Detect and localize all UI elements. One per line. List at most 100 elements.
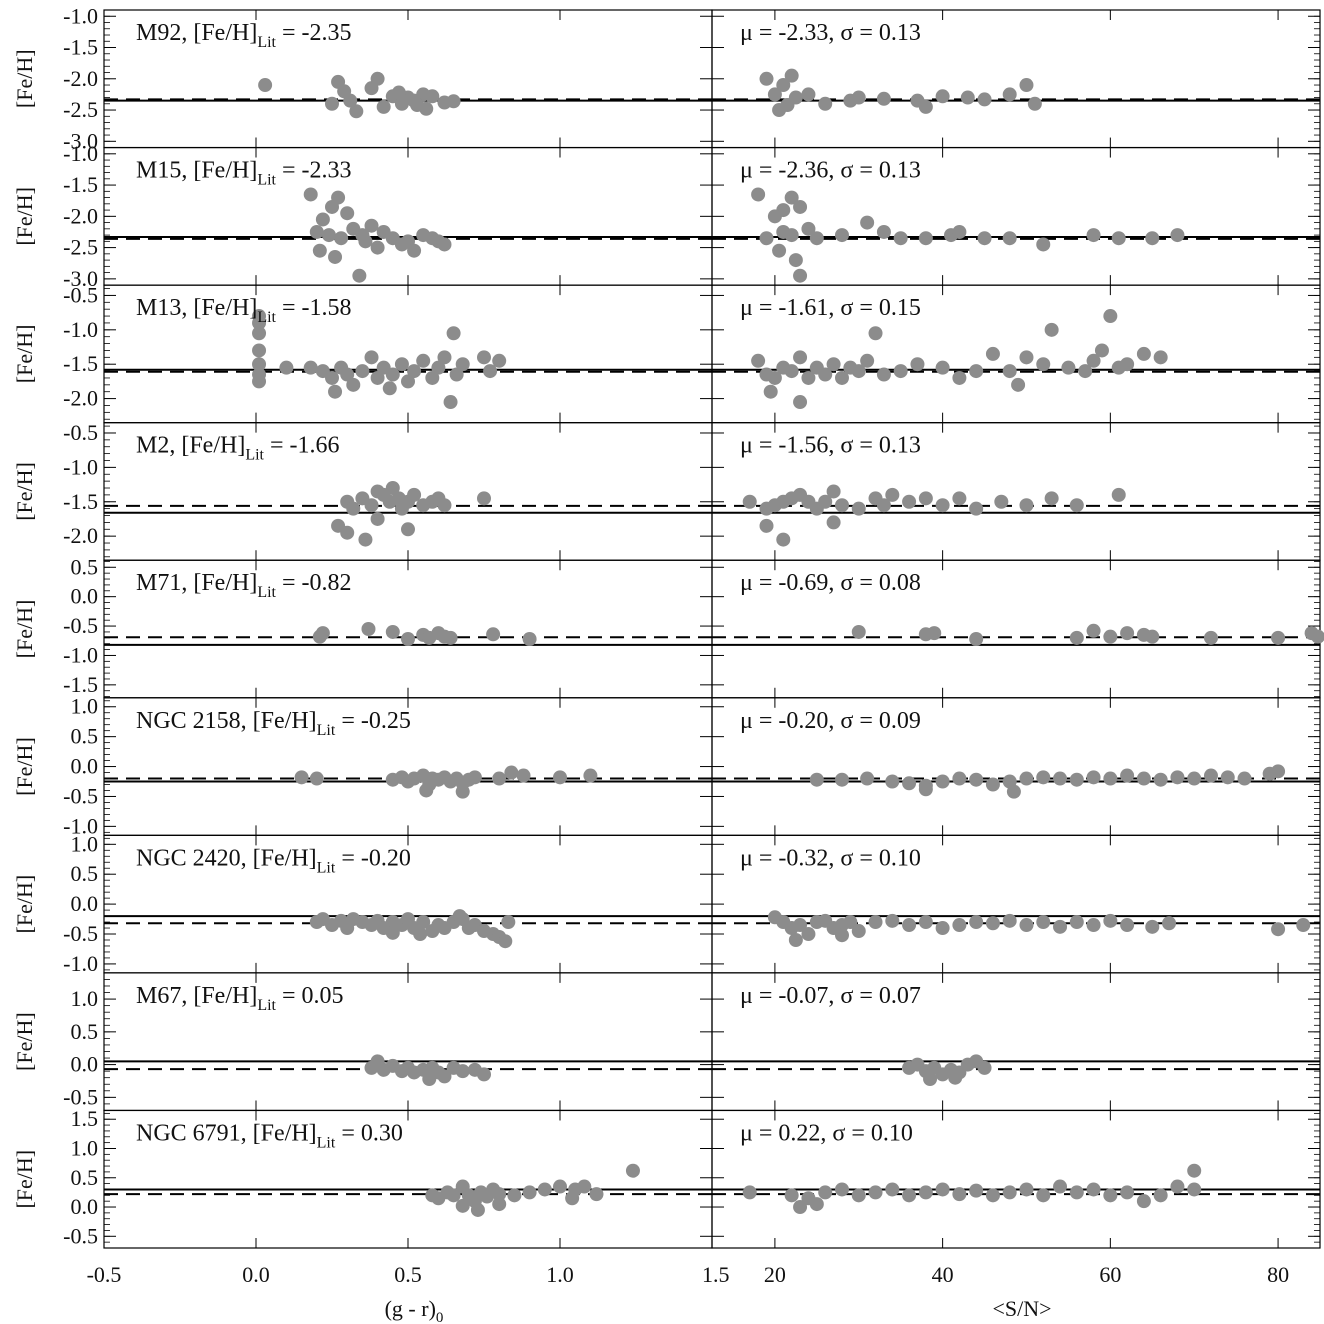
y-tick-label: 1.5 [71, 1106, 99, 1131]
right-data-point [1136, 771, 1151, 786]
left-data-point [589, 1187, 604, 1202]
y-tick-label: 0.0 [71, 1194, 99, 1219]
panel-literature-label-name: M13, [Fe/H] [136, 295, 257, 321]
left-data-point [452, 909, 467, 924]
panel-stats-label: μ = -0.07, σ = 0.07 [740, 983, 921, 1009]
left-data-point [358, 532, 373, 547]
right-data-point [1002, 364, 1017, 379]
right-data-point [918, 782, 933, 797]
left-data-point [370, 370, 385, 385]
y-tick-label: -2.0 [63, 523, 98, 548]
y-tick-label: -0.5 [63, 1084, 98, 1109]
right-data-point [851, 624, 866, 639]
y-tick-label: 0.0 [71, 584, 99, 609]
right-data-point [793, 350, 808, 365]
panel-literature-label-subscript: Lit [245, 447, 264, 464]
right-data-point [977, 231, 992, 246]
right-data-point [960, 90, 975, 105]
right-data-point [1086, 228, 1101, 243]
left-data-point [455, 357, 470, 372]
bottom-axis: (g - r)0 <S/N> -0.5 0.0 0.5 1.0 1.5 20 40 60 80 [87, 1262, 1289, 1324]
right-x-tick-label: 80 [1267, 1262, 1289, 1287]
panel-ngc-2420: 1.0 0.5 0.0 -0.5 -1.0 [Fe/H] NGC 2420, [Fe/H]L… [12, 831, 1321, 976]
right-data-point [784, 364, 799, 379]
right-data-point [751, 353, 766, 368]
y-axis-title: [Fe/H] [12, 49, 37, 108]
right-data-point [763, 384, 778, 399]
right-data-point [985, 916, 1000, 931]
left-data-point [416, 353, 431, 368]
right-data-point [1120, 918, 1135, 933]
right-data-point [1120, 768, 1135, 783]
y-tick-label: 0.0 [71, 1052, 99, 1077]
left-data-point [522, 631, 537, 646]
right-data-point [1145, 919, 1160, 934]
right-data-point [1086, 623, 1101, 638]
panel-m2: -0.5 -1.0 -1.5 -2.0 [Fe/H] M2, [Fe/H]Lit = -1… [12, 420, 1321, 561]
panel-m13: -0.5 -1.0 -1.5 -2.0 [Fe/H] M13, [Fe/H]Lit = -… [12, 282, 1321, 424]
right-data-point [1027, 96, 1042, 111]
panel-literature-label-value: = -2.35 [276, 20, 352, 46]
right-data-point [1271, 764, 1286, 779]
left-data-point [385, 624, 400, 639]
left-data-point [446, 326, 461, 341]
left-data-point [328, 384, 343, 399]
left-data-point [455, 784, 470, 799]
panel-literature-label-subscript: Lit [257, 34, 276, 51]
right-data-point [1036, 237, 1051, 252]
left-data-point [328, 249, 343, 264]
y-tick-label: -1.5 [63, 351, 98, 376]
right-data-point [935, 89, 950, 104]
left-data-point [401, 374, 415, 389]
left-data-point [252, 343, 267, 358]
y-tick-label: 1.0 [71, 831, 99, 856]
panel-literature-label-subscript: Lit [317, 859, 336, 876]
right-data-point [1061, 360, 1076, 375]
right-data-point [1069, 915, 1084, 930]
right-data-point [826, 357, 841, 372]
right-data-point [969, 501, 984, 516]
right-x-axis-title: <S/N> [992, 1296, 1051, 1321]
panel-literature-label-subscript: Lit [257, 997, 276, 1014]
left-data-point [425, 89, 440, 104]
left-x-axis-title-subscript: 0 [436, 1310, 444, 1324]
right-data-point [834, 1182, 849, 1197]
left-data-point [407, 364, 422, 379]
left-data-point [443, 395, 458, 410]
right-data-point [969, 1183, 984, 1198]
right-data-point [985, 777, 1000, 792]
right-data-point [1136, 346, 1151, 361]
y-tick-label: -3.0 [63, 128, 98, 153]
right-data-point [793, 395, 808, 410]
left-data-point [312, 243, 327, 258]
panel-stats-label: μ = -0.20, σ = 0.09 [740, 708, 921, 734]
left-data-point [467, 770, 482, 785]
y-tick-label: -0.5 [63, 921, 98, 946]
right-data-point [1019, 918, 1034, 933]
y-tick-label: -1.5 [63, 35, 98, 60]
left-data-point [437, 1069, 452, 1084]
left-data-point [370, 71, 385, 86]
left-data-point [446, 1188, 461, 1203]
left-data-point [258, 78, 273, 93]
right-data-point [1203, 768, 1218, 783]
right-data-point [809, 772, 824, 787]
right-data-point [826, 515, 841, 530]
right-data-point [893, 364, 908, 379]
right-data-point [1078, 364, 1093, 379]
left-data-point [340, 525, 355, 540]
right-data-point [893, 231, 908, 246]
right-data-point [868, 1185, 883, 1200]
left-x-tick-label: -0.5 [87, 1262, 122, 1287]
right-data-point [1153, 1188, 1168, 1203]
left-data-point [309, 771, 324, 786]
left-data-point [394, 237, 409, 252]
y-tick-label: 0.5 [71, 1019, 99, 1044]
panel-m92: -1.0 -1.5 -2.0 -2.5 -3.0 [Fe/H] M92, [Fe/H]Lit… [12, 3, 1321, 153]
right-data-point [918, 491, 933, 506]
left-data-point [431, 360, 446, 375]
left-data-point [416, 915, 431, 930]
left-data-point [279, 360, 294, 375]
left-data-point [394, 96, 409, 111]
